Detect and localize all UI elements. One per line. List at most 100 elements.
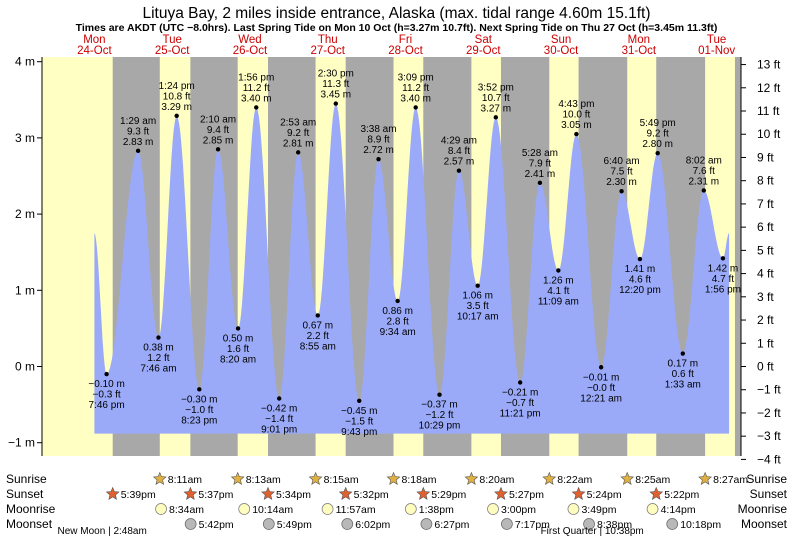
- right-tick-label: 1 ft: [757, 336, 774, 350]
- right-tick-label: 6 ft: [757, 220, 774, 234]
- moonrise-icon: [487, 503, 499, 515]
- sunset-icon: [649, 486, 664, 500]
- low-tide-point: [315, 313, 320, 318]
- tide-label: 2.2 ft: [307, 331, 329, 342]
- chart-subtitle: Times are AKDT (UTC −8.0hrs). Last Sprin…: [76, 22, 718, 34]
- sunrise-time: 8:25am: [635, 474, 670, 486]
- tide-label: 0.38 m: [143, 343, 174, 354]
- tide-label: 1:56 pm: [705, 284, 741, 295]
- high-tide-point: [135, 148, 141, 154]
- tide-label: 8:20 am: [220, 354, 256, 365]
- low-tide-point: [680, 351, 685, 356]
- low-tide-point: [235, 326, 241, 331]
- tide-label: 0.67 m: [302, 320, 333, 331]
- tide-label: 10:17 am: [457, 312, 499, 323]
- tide-label: 0.6 ft: [672, 369, 694, 380]
- tide-label: 1:29 am: [120, 116, 156, 127]
- left-tick-label: 4 m: [15, 55, 35, 69]
- tide-label: −0.45 m: [341, 406, 377, 417]
- day-date: 29-Oct: [466, 45, 501, 57]
- tide-label: 3.45 m: [321, 90, 352, 101]
- tide-label: 8.9 ft: [367, 135, 389, 146]
- tide-label: −1.0 ft: [185, 405, 213, 416]
- low-tide-point: [517, 380, 523, 385]
- moonrise-time: 3:49pm: [581, 504, 616, 516]
- tide-label: 6:40 am: [604, 156, 640, 167]
- tide-label: 3:09 pm: [398, 72, 434, 83]
- moonrise-icon: [321, 503, 334, 515]
- chart-title: Lituya Bay, 2 miles inside entrance, Ala…: [142, 5, 650, 22]
- low-tide-point: [197, 387, 202, 392]
- moonset-icon: [583, 518, 595, 530]
- day-date: 27-Oct: [310, 45, 345, 57]
- tide-label: 11.2 ft: [402, 83, 429, 94]
- tide-label: 8:02 am: [686, 155, 722, 166]
- sunrise-time: 8:11am: [168, 474, 202, 486]
- sunset-icon: [105, 486, 120, 500]
- tide-label: −0.10 m: [88, 379, 124, 390]
- day-of-week: Tue: [707, 34, 726, 46]
- high-tide-point: [456, 168, 462, 173]
- right-tick-label: 8 ft: [757, 174, 774, 188]
- tide-label: 9:34 am: [380, 327, 416, 338]
- tide-label: 2:30 pm: [318, 69, 354, 80]
- sunset-icon: [338, 486, 353, 500]
- left-tick-label: 0 m: [15, 360, 35, 374]
- high-tide-point: [619, 189, 624, 194]
- right-tick-label: 5 ft: [757, 243, 774, 257]
- tide-label: 9.2 ft: [647, 129, 669, 140]
- tide-label: −0.21 m: [502, 388, 538, 399]
- sunrise-icon: [308, 471, 323, 485]
- tide-label: 2.57 m: [444, 157, 475, 168]
- low-tide-point: [156, 335, 161, 340]
- tide-label: 4.6 ft: [629, 275, 651, 286]
- low-tide-point: [276, 396, 282, 401]
- tide-label: 0.86 m: [382, 306, 413, 317]
- tide-label: 8:55 am: [300, 341, 336, 352]
- tide-label: 4:43 pm: [558, 99, 594, 110]
- tide-label: 7.9 ft: [529, 158, 551, 169]
- sunset-time: 5:37pm: [198, 489, 233, 501]
- row-label-left: Sunrise: [6, 472, 47, 486]
- sunset-time: 5:27pm: [509, 489, 544, 501]
- tide-label: 2:53 am: [280, 117, 316, 128]
- tide-label: 1.2 ft: [147, 353, 169, 364]
- tide-label: 12:20 pm: [619, 285, 661, 296]
- sunrise-icon: [152, 471, 167, 485]
- moonrise-icon: [155, 503, 167, 515]
- tide-label: −0.01 m: [583, 372, 619, 383]
- tide-label: 12:21 am: [580, 393, 622, 404]
- right-tick-label: −4 ft: [757, 452, 781, 466]
- tide-label: 7:46 pm: [89, 400, 125, 411]
- tide-label: 3.29 m: [161, 102, 192, 113]
- day-date: 31-Oct: [622, 45, 657, 57]
- moonset-time: 5:42pm: [199, 519, 234, 531]
- right-tick-label: −3 ft: [757, 429, 781, 443]
- moonrise-icon: [646, 503, 659, 515]
- moonset-icon: [262, 518, 275, 530]
- axes: −1 m 0 m 1 m 2 m 3 m 4 m −4 ft −3 ft −2 ft −1 ft 0…: [8, 55, 781, 467]
- tide-label: 3.5 ft: [467, 301, 489, 312]
- tide-label: 7.6 ft: [693, 166, 715, 177]
- high-tide-point: [701, 188, 706, 193]
- tide-label: 9.4 ft: [207, 125, 229, 136]
- tide-label: 2.8 ft: [387, 316, 409, 327]
- tide-label: 2.30 m: [606, 177, 637, 188]
- moonset-time: 7:17pm: [515, 519, 550, 531]
- high-tide-point: [493, 115, 499, 120]
- right-tick-label: 2 ft: [757, 313, 774, 327]
- tide-label: 9.2 ft: [287, 128, 309, 139]
- right-tick-label: 7 ft: [757, 197, 774, 211]
- tide-label: 3.40 m: [241, 93, 272, 104]
- right-tick-label: 0 ft: [757, 360, 774, 374]
- plot-area: [42, 57, 741, 456]
- right-tick-label: −2 ft: [757, 406, 781, 420]
- tide-label: 11:21 pm: [500, 409, 541, 420]
- moonrise-icon: [404, 503, 417, 515]
- moonset-time: 5:49pm: [277, 519, 312, 531]
- tide-label: 5:49 pm: [640, 118, 676, 129]
- low-tide-point: [104, 371, 109, 377]
- tide-label: 2.85 m: [203, 135, 234, 146]
- day-date: 28-Oct: [388, 45, 423, 57]
- moonset-icon: [341, 518, 354, 530]
